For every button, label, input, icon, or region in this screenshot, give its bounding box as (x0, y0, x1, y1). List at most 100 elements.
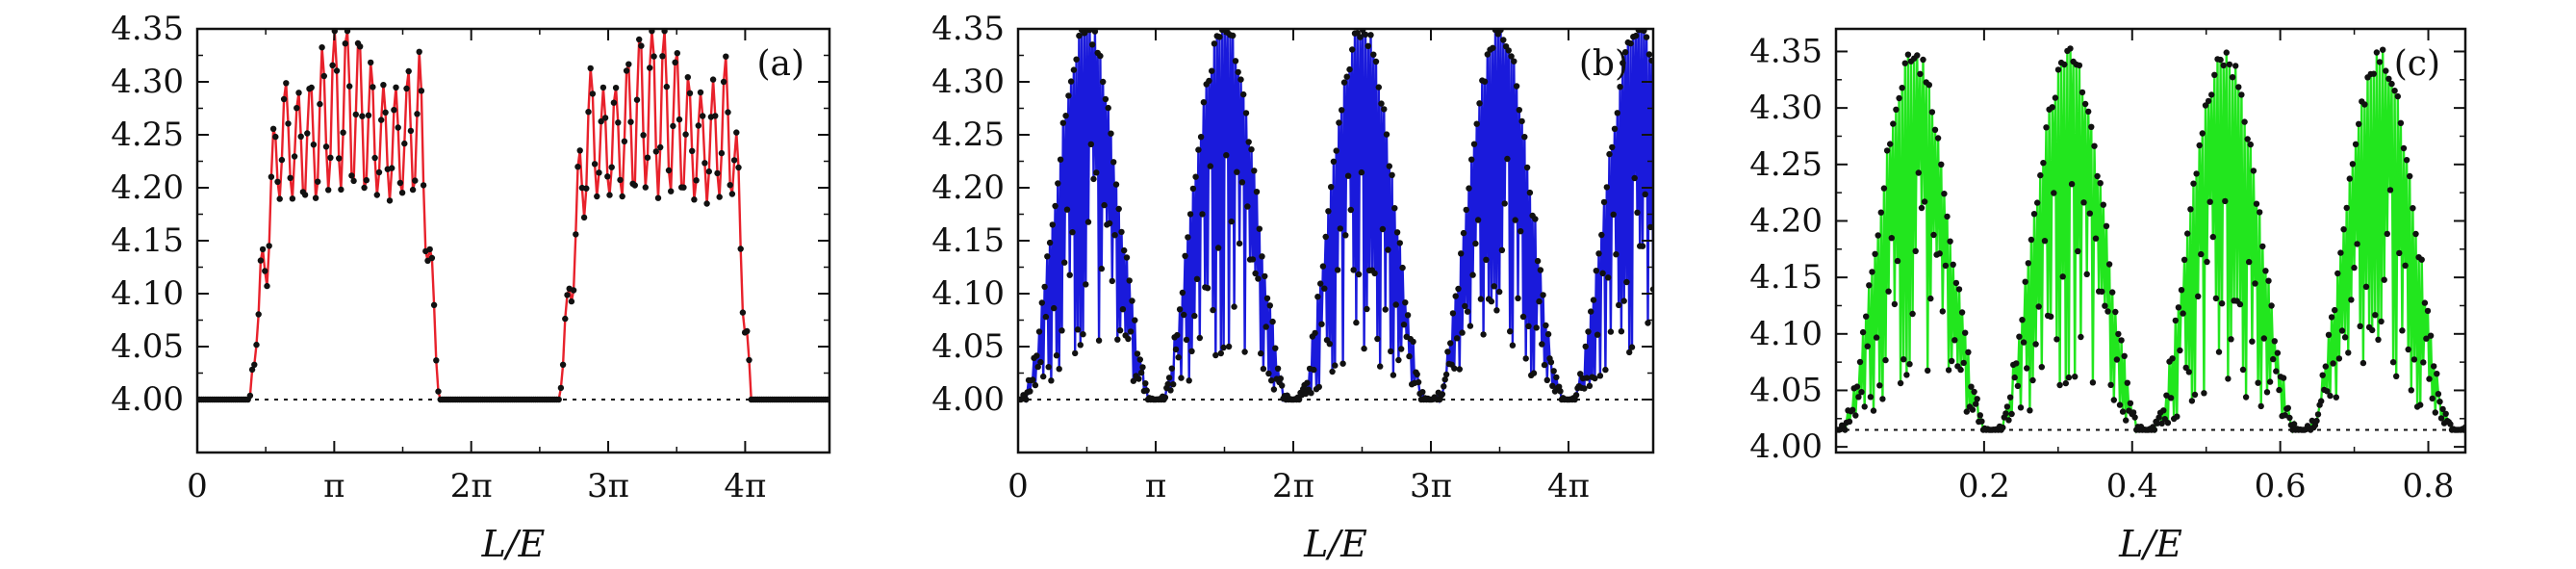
data-point (700, 113, 706, 119)
data-point (361, 184, 368, 192)
data-point (1236, 240, 1243, 247)
data-point (1909, 310, 1916, 318)
data-point (2280, 375, 2287, 381)
data-point (1392, 301, 1399, 308)
data-point (2328, 314, 2335, 321)
data-point (1398, 346, 1405, 352)
data-point (1046, 239, 1054, 246)
data-point (1339, 107, 1345, 114)
data-point (403, 85, 410, 92)
data-point (1550, 368, 1557, 375)
data-point (1189, 185, 1197, 193)
data-point (1030, 376, 1036, 383)
data-point (2394, 92, 2401, 100)
data-point (2006, 394, 2014, 401)
data-point (657, 143, 664, 151)
x-tick-label: 4π (724, 467, 766, 505)
data-point (2008, 410, 2015, 418)
data-point (1393, 229, 1401, 236)
data-point (373, 192, 380, 198)
data-point (255, 311, 262, 318)
y-tick-label: 4.15 (111, 221, 184, 260)
data-point (1127, 328, 1135, 335)
data-point (2086, 210, 2093, 217)
data-point (1537, 267, 1544, 273)
data-point (2083, 271, 2090, 277)
y-tick-label: 4.10 (931, 274, 1005, 313)
data-point (1143, 387, 1150, 394)
series-line-1 (1836, 48, 2465, 434)
data-point (1883, 147, 1891, 154)
data-point (1590, 297, 1597, 303)
data-point (1328, 184, 1335, 191)
data-point (1377, 363, 1384, 370)
data-point (2196, 142, 2203, 149)
data-point (1206, 77, 1212, 85)
data-point (2384, 230, 2390, 238)
data-point (2198, 250, 2205, 258)
data-point (604, 173, 611, 180)
data-point (1374, 335, 1381, 343)
data-point (1378, 100, 1385, 107)
data-point (1089, 41, 1096, 48)
data-point (2434, 371, 2440, 377)
data-point (2180, 310, 2186, 317)
data-point (1077, 342, 1084, 349)
data-point (1084, 219, 1092, 225)
data-point (1460, 229, 1467, 237)
data-point (2232, 63, 2239, 69)
data-point (1272, 345, 1279, 351)
data-point (1894, 257, 1901, 265)
data-point (2177, 347, 2183, 354)
data-point (1891, 300, 1899, 308)
data-point (1076, 32, 1083, 39)
data-point (2226, 61, 2233, 68)
data-point (340, 129, 346, 136)
data-point (1468, 156, 1475, 163)
data-point (599, 84, 607, 91)
data-point (1074, 326, 1082, 333)
data-point (2250, 168, 2257, 174)
data-point (1249, 256, 1257, 263)
data-point (2274, 349, 2282, 356)
data-point (2182, 364, 2189, 372)
data-point (1312, 329, 1318, 337)
data-point (2065, 374, 2073, 381)
data-point (1225, 343, 1233, 350)
data-point (2116, 401, 2124, 408)
data-point (2257, 209, 2263, 216)
data-point (1942, 262, 1950, 270)
data-point (414, 111, 421, 117)
data-point (735, 164, 742, 171)
data-point (2040, 160, 2047, 167)
data-point (1553, 374, 1560, 381)
data-point (1978, 418, 1985, 425)
data-point (1244, 203, 1251, 210)
data-point (2263, 389, 2271, 396)
data-point (1235, 68, 1241, 76)
data-point (1620, 60, 1626, 66)
data-point (1888, 235, 1896, 242)
data-point (2048, 313, 2054, 320)
data-point (1111, 232, 1118, 239)
data-point (1105, 104, 1111, 112)
data-point (253, 341, 260, 349)
data-point (1032, 381, 1039, 389)
data-point (2174, 413, 2181, 420)
data-point (676, 116, 683, 123)
data-point (2252, 280, 2258, 287)
data-point (2109, 289, 2116, 296)
data-point (725, 109, 731, 116)
data-point (1139, 364, 1146, 371)
data-point (2333, 394, 2339, 401)
data-point (291, 153, 298, 160)
data-point (1311, 366, 1317, 374)
data-point (1269, 318, 1276, 325)
data-point (739, 309, 747, 316)
data-point (627, 118, 634, 125)
data-point (2187, 206, 2194, 213)
data-point (2405, 346, 2411, 353)
data-point (319, 44, 325, 51)
data-point (380, 82, 387, 89)
data-point (1557, 388, 1564, 395)
